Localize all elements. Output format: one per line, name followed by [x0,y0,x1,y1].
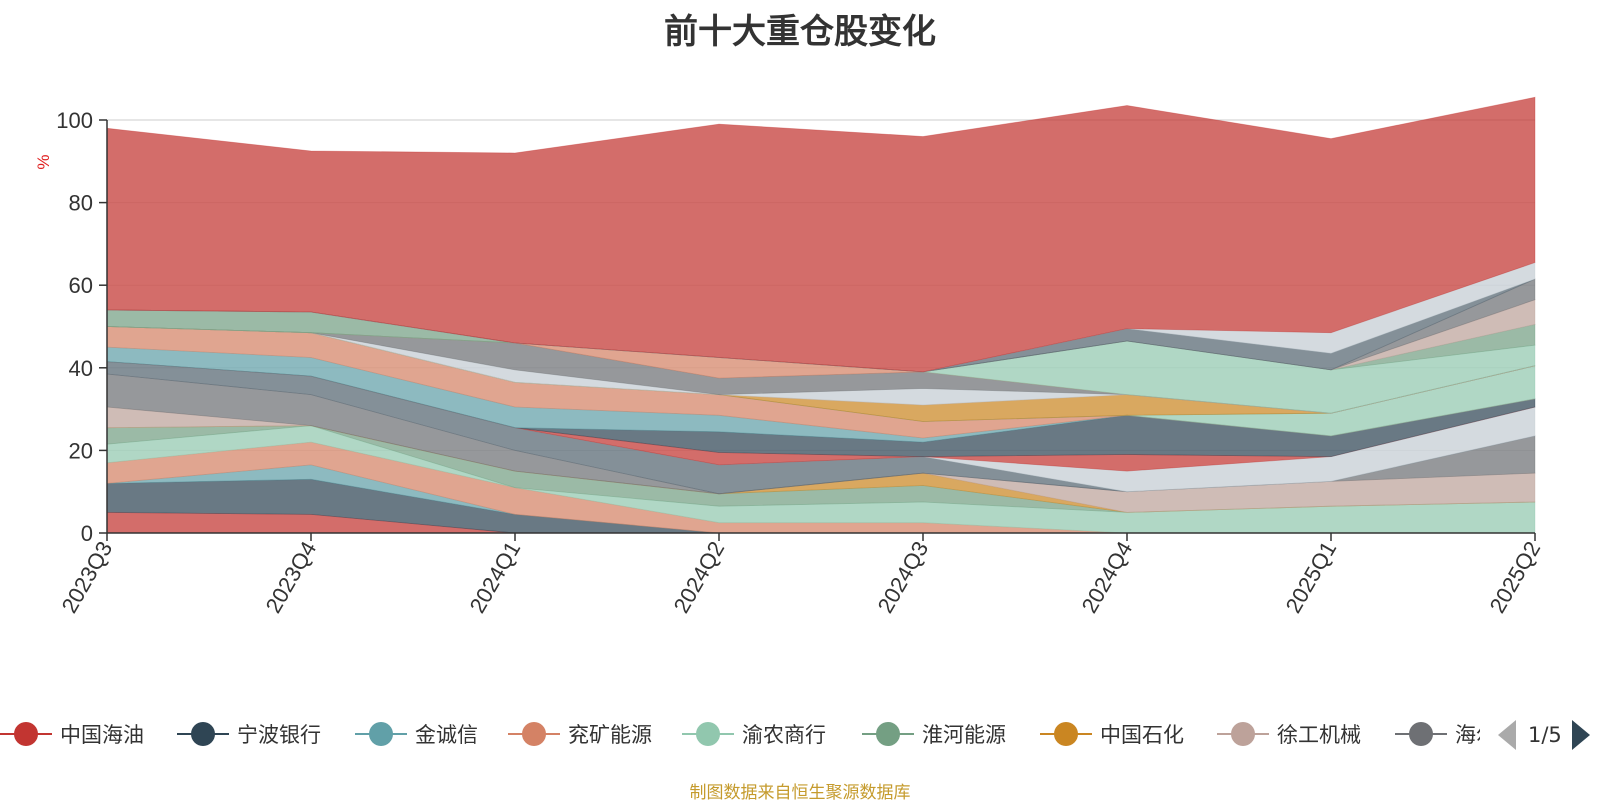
legend-item[interactable]: 徐工机械 [1217,712,1361,756]
area-series-15[interactable] [106,326,1536,439]
legend-label: 兖矿能源 [568,723,652,747]
legend-label: 中国石化 [1100,723,1184,747]
legend-item[interactable]: 淮河能源 [862,712,1006,756]
legend-label: 淮河能源 [922,723,1006,747]
y-tick-label: 60 [69,273,93,298]
legend-marker-icon [1040,722,1092,746]
legend-label: 中国海油 [60,723,144,747]
y-tick-label: 20 [69,438,93,463]
legend-marker-icon [682,722,734,746]
area-series-16[interactable] [106,326,1536,437]
legend-label: 徐工机械 [1277,723,1361,747]
x-tick-label: 2025Q1 [1281,537,1342,617]
y-tick-label: 40 [69,356,93,381]
x-tick-label: 2024Q2 [669,537,730,617]
legend-item[interactable]: 渝农商行 [682,712,826,756]
area-series-29[interactable] [106,96,1536,373]
legend-item[interactable]: 金诚信 [355,712,478,756]
legend-label: 金诚信 [415,723,478,747]
legend-label: 渝农商行 [742,723,826,747]
legend-marker-icon [862,722,914,746]
legend-marker-icon [508,722,560,746]
legend-label: 宁波银行 [237,723,321,747]
y-tick-label: 100 [56,108,93,133]
x-tick-label: 2024Q3 [873,537,934,617]
x-tick-label: 2023Q4 [261,537,322,617]
legend-item[interactable]: 海尔智家 [1395,712,1480,756]
x-tick-label: 2024Q1 [465,537,526,617]
legend-pager: 1/5 [1498,718,1590,752]
legend-next-page-button[interactable] [1571,720,1590,750]
x-tick-label: 2025Q2 [1485,537,1546,617]
legend-marker-icon [177,722,229,746]
area-series-group [106,96,1536,534]
legend-item[interactable]: 中国海油 [0,712,144,756]
x-tick-label: 2023Q3 [57,537,118,617]
y-tick-label: 0 [81,521,93,546]
legend-prev-page-button[interactable] [1498,720,1516,750]
x-tick-label: 2024Q4 [1077,537,1138,617]
legend: 中国海油 宁波银行 金诚信 兖矿能源 渝农商行 淮河能源 中国石化 徐工机械 海尔智家 [0,712,1480,756]
y-axis-label: % [34,154,53,169]
legend-item[interactable]: 中国石化 [1040,712,1184,756]
chart-title: 前十大重仓股变化 [664,12,936,52]
legend-item[interactable]: 兖矿能源 [508,712,652,756]
legend-item[interactable]: 宁波银行 [177,712,321,756]
legend-page-indicator: 1/5 [1528,723,1562,747]
y-tick-label: 80 [69,191,93,216]
legend-marker-icon [1395,722,1447,746]
legend-marker-icon [0,722,52,746]
legend-label: 海尔智家 [1455,723,1480,747]
legend-marker-icon [355,722,407,746]
legend-marker-icon [1217,722,1269,746]
source-note: 制图数据来自恒生聚源数据库 [689,783,911,803]
area-series-9[interactable] [106,373,1536,495]
